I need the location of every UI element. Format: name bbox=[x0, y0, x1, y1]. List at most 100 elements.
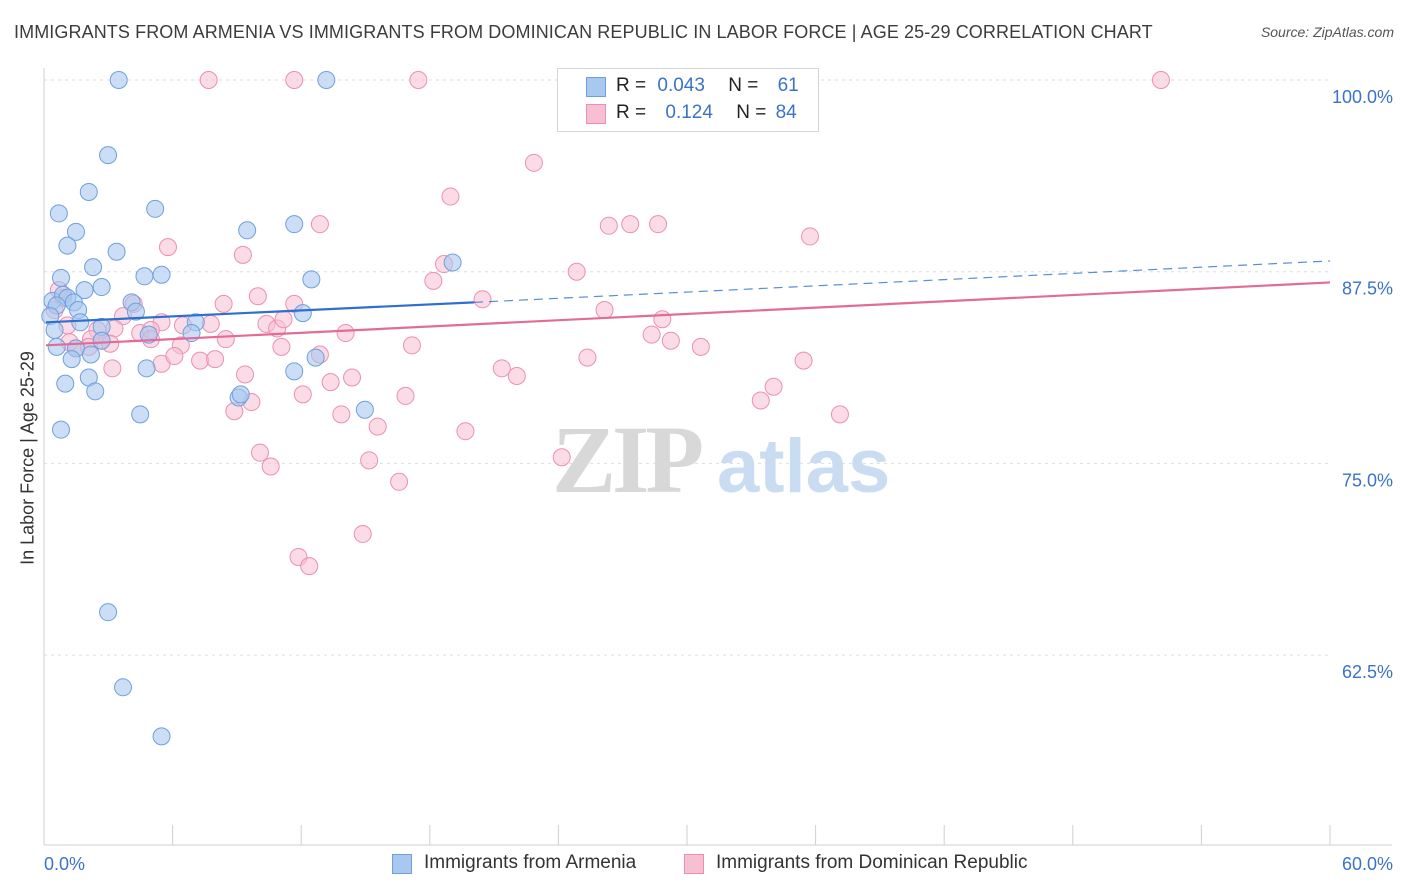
dominican-point bbox=[353, 524, 372, 543]
armenia-n-value: 61 bbox=[777, 75, 799, 96]
armenia-r-value: 0.043 bbox=[657, 75, 705, 96]
legend-swatch-armenia bbox=[392, 854, 412, 874]
armenia-point bbox=[146, 199, 165, 218]
dominican-point bbox=[201, 314, 220, 333]
dominican-point bbox=[332, 405, 351, 424]
armenia-point bbox=[51, 268, 70, 287]
axes bbox=[43, 68, 1392, 846]
armenia-point bbox=[92, 278, 111, 297]
armenia-point bbox=[285, 362, 304, 381]
armenia-point bbox=[152, 265, 171, 284]
dominican-point bbox=[272, 337, 291, 356]
dominican-point bbox=[158, 238, 177, 257]
dominican-point bbox=[214, 294, 233, 313]
armenia-point bbox=[75, 281, 94, 300]
dominican-point bbox=[764, 377, 783, 396]
x-tick-labels: 0.0% 60.0% bbox=[44, 854, 1393, 874]
trend-lines bbox=[45, 260, 1331, 347]
armenia-trend-line bbox=[45, 301, 475, 324]
dominican-point bbox=[507, 366, 526, 385]
dominican-point bbox=[402, 336, 421, 355]
armenia-point bbox=[306, 348, 325, 367]
dominican-point bbox=[661, 331, 680, 350]
y-tick-labels: 100.0% 87.5% 75.0% 62.5% bbox=[1332, 87, 1393, 682]
armenia-point bbox=[84, 258, 103, 277]
y-tick-label: 75.0% bbox=[1342, 470, 1393, 490]
dominican-point bbox=[424, 271, 443, 290]
dominican-point bbox=[285, 71, 304, 89]
armenia-point bbox=[293, 304, 312, 323]
dominican-point bbox=[310, 215, 329, 234]
dominican-point bbox=[233, 245, 252, 264]
dominican-point bbox=[441, 187, 460, 206]
armenia-point bbox=[355, 400, 374, 419]
armenia-point bbox=[66, 222, 85, 241]
dominican-point bbox=[368, 417, 387, 436]
legend-swatch-dominican bbox=[684, 854, 704, 874]
armenia-point bbox=[109, 71, 128, 89]
armenia-point bbox=[126, 302, 145, 321]
dominican-point bbox=[595, 301, 614, 320]
dominican-point bbox=[251, 443, 269, 462]
armenia-point bbox=[135, 267, 154, 286]
armenia-point bbox=[79, 182, 98, 201]
stats-legend: R = 0.043 N = 61 R = 0.124 N = 84 bbox=[557, 68, 819, 132]
armenia-point bbox=[285, 215, 304, 234]
dominican-point bbox=[206, 350, 225, 369]
dominican-point bbox=[830, 405, 849, 424]
armenia-r-label: R = bbox=[616, 75, 647, 96]
dominican-point bbox=[552, 448, 571, 467]
grid-lines bbox=[44, 79, 1330, 656]
dominican-point bbox=[794, 351, 813, 370]
armenia-point bbox=[443, 253, 462, 272]
armenia-point bbox=[107, 242, 126, 261]
armenia-point bbox=[302, 270, 321, 289]
armenia-points bbox=[41, 71, 462, 746]
chart-title: IMMIGRANTS FROM ARMENIA VS IMMIGRANTS FR… bbox=[14, 22, 1153, 42]
armenia-point bbox=[51, 420, 70, 439]
armenia-point bbox=[58, 236, 77, 255]
armenia-point bbox=[92, 331, 111, 350]
y-tick-label: 87.5% bbox=[1342, 279, 1393, 299]
dominican-point bbox=[691, 337, 710, 356]
legend-label-armenia: Immigrants from Armenia bbox=[424, 852, 637, 873]
dominican-point bbox=[300, 557, 319, 576]
dominican-point bbox=[261, 457, 280, 476]
dominican-point bbox=[578, 348, 597, 367]
dominican-point bbox=[599, 216, 618, 235]
armenia-point bbox=[99, 146, 118, 165]
armenia-point bbox=[81, 345, 100, 364]
dominican-point bbox=[248, 287, 267, 306]
dominican-point bbox=[492, 359, 511, 378]
armenia-point bbox=[139, 325, 158, 344]
x-tick-label-max: 60.0% bbox=[1342, 854, 1393, 874]
dominican-point bbox=[336, 324, 355, 343]
watermark-atlas: atlas bbox=[717, 424, 890, 509]
dominican-point bbox=[642, 325, 661, 344]
dominican-n-value: 84 bbox=[775, 102, 797, 123]
armenia-point bbox=[62, 350, 81, 369]
dominican-point bbox=[1151, 71, 1170, 89]
dominican-point bbox=[409, 71, 428, 89]
dominican-point bbox=[191, 351, 210, 370]
dominican-point bbox=[274, 310, 293, 329]
dominican-point bbox=[653, 310, 672, 329]
dominican-point bbox=[199, 71, 218, 89]
armenia-trend-extension bbox=[473, 260, 1331, 303]
dominican-point bbox=[567, 262, 586, 281]
dominican-trend-line bbox=[45, 281, 1331, 347]
dominican-point bbox=[360, 451, 379, 470]
dominican-r-value: 0.124 bbox=[665, 102, 713, 123]
armenia-swatch bbox=[586, 77, 606, 97]
armenia-point bbox=[152, 727, 171, 746]
armenia-point bbox=[71, 313, 90, 332]
dominican-point bbox=[216, 330, 235, 349]
dominican-point bbox=[293, 385, 312, 404]
dominican-point bbox=[103, 359, 122, 378]
dominican-point bbox=[473, 290, 492, 309]
armenia-point bbox=[56, 374, 75, 393]
dominican-point bbox=[456, 422, 475, 441]
armenia-point bbox=[137, 359, 156, 378]
armenia-point bbox=[86, 382, 105, 401]
